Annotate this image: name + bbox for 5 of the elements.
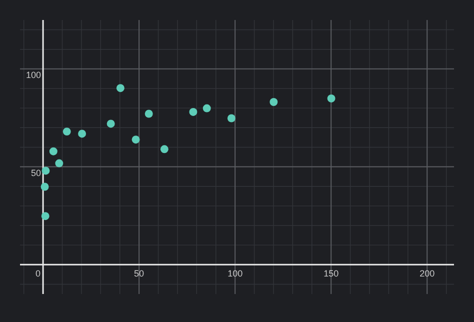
x-tick-label: 150: [324, 268, 339, 279]
x-tick-label: 100: [228, 268, 243, 279]
x-tick-label: 200: [420, 268, 435, 279]
x-tick-label: 0: [36, 268, 41, 279]
x-tick-label: 50: [134, 268, 144, 279]
